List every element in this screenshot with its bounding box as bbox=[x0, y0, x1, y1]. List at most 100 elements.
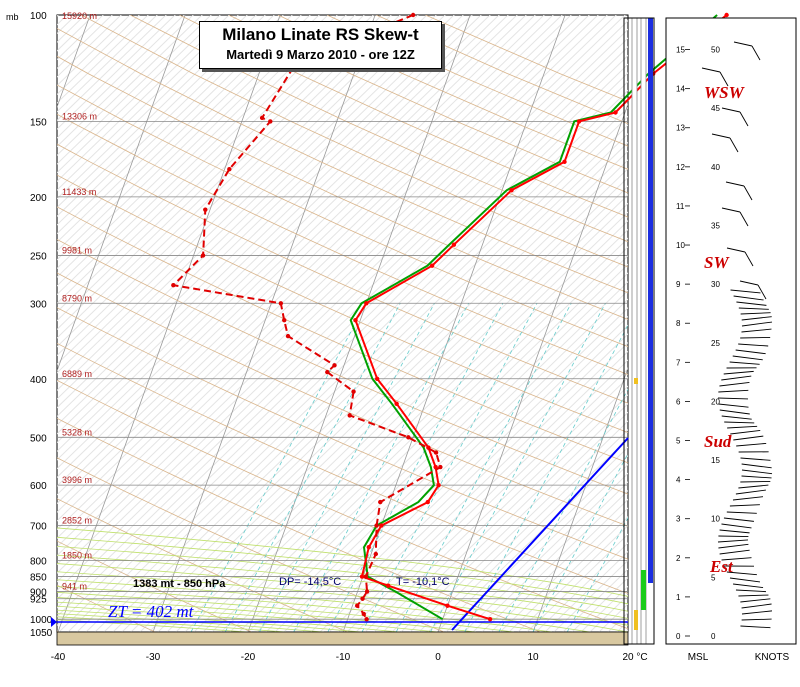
pressure-tick-label: 400 bbox=[30, 375, 47, 386]
temperature-series bbox=[353, 12, 729, 622]
mixing-ratio-lines bbox=[190, 303, 628, 632]
height-label: 3996 m bbox=[62, 475, 92, 485]
temperature-series-point bbox=[429, 263, 435, 268]
title-box: Milano Linate RS Skew-t Martedì 9 Marzo … bbox=[199, 21, 442, 69]
height-label: 8790 m bbox=[62, 293, 92, 303]
dewpoint-series-point bbox=[268, 119, 273, 124]
msl-tick-label: 10 bbox=[676, 241, 685, 250]
dewpoint-series-point bbox=[363, 574, 369, 579]
dewpoint-series-point bbox=[227, 167, 232, 172]
temperature-tick-label: -10 bbox=[336, 652, 351, 663]
pressure-tick-label: 925 bbox=[30, 595, 47, 606]
dewpoint-series-point bbox=[332, 363, 337, 368]
zero-thermal-annotation: ZT = 402 mt bbox=[108, 602, 195, 621]
temperature-series-point bbox=[379, 523, 384, 528]
dewpoint-series-point bbox=[325, 369, 330, 375]
temperature-series-point bbox=[385, 583, 391, 588]
dewpoint-series-point bbox=[438, 464, 443, 470]
temperature-series-point bbox=[364, 301, 369, 306]
dewpoint-series-point bbox=[361, 611, 366, 617]
height-label: 6889 m bbox=[62, 369, 92, 379]
side-column-yellow bbox=[634, 610, 638, 630]
dewpoint-series-point bbox=[282, 318, 287, 323]
dewpoint-series-point bbox=[364, 616, 369, 622]
temperature-series-point bbox=[436, 482, 441, 488]
temperature-tick-label: -40 bbox=[51, 652, 66, 663]
wind-direction-label: WSW bbox=[704, 83, 746, 102]
temperature-series-point bbox=[359, 574, 365, 579]
pressure-tick-label: 850 bbox=[30, 573, 47, 584]
height-unit-label: MSL bbox=[688, 652, 709, 663]
temperature-series-point bbox=[613, 110, 618, 115]
pressure-tick-label: 700 bbox=[30, 522, 47, 533]
freezing-reference-line bbox=[451, 437, 629, 631]
dewpoint-series-point bbox=[347, 413, 352, 418]
dewpoint-850-annotation: DP= -14,5°C bbox=[279, 576, 341, 588]
temperature-series-point bbox=[509, 188, 514, 193]
wind-direction-label: SW bbox=[704, 253, 730, 272]
level-850-annotation: 1383 mt - 850 hPa bbox=[133, 578, 226, 590]
temperature-series-point bbox=[576, 119, 582, 124]
temperature-series-point bbox=[724, 12, 729, 18]
temperature-unit-label: °C bbox=[636, 652, 647, 663]
wind-direction-label: Est bbox=[709, 557, 734, 576]
msl-tick-label: 12 bbox=[676, 163, 685, 172]
side-frame bbox=[623, 17, 655, 645]
dewpoint-series-point bbox=[374, 523, 379, 528]
msl-tick-label: 14 bbox=[676, 85, 685, 94]
msl-tick-label: 0 bbox=[676, 632, 681, 641]
dewpoint-series bbox=[171, 12, 443, 622]
msl-tick-label: 5 bbox=[676, 437, 681, 446]
dry-adiabats bbox=[57, 15, 628, 632]
temperature-series-point bbox=[366, 544, 371, 550]
temperature-tick-label: 10 bbox=[527, 652, 539, 663]
knot-tick-label: 40 bbox=[711, 163, 720, 172]
chart-title: Milano Linate RS Skew-t bbox=[222, 25, 419, 44]
isobars bbox=[57, 120, 628, 620]
dewpoint-series-point bbox=[171, 282, 176, 288]
height-wind-panel bbox=[665, 17, 797, 645]
height-label: 9981 m bbox=[62, 245, 92, 255]
knot-tick-label: 50 bbox=[711, 46, 720, 55]
knot-tick-label: 15 bbox=[711, 456, 720, 465]
dewpoint-series-point bbox=[433, 450, 439, 455]
dewpoint-series-point bbox=[351, 389, 356, 394]
msl-tick-label: 8 bbox=[676, 319, 681, 328]
pressure-tick-label: 100 bbox=[30, 11, 47, 22]
dewpoint-series-point bbox=[406, 435, 411, 440]
temperature-series-point bbox=[487, 616, 493, 622]
side-marker bbox=[634, 378, 638, 384]
height-label: 15920 m bbox=[62, 11, 97, 21]
dewpoint-series-point bbox=[410, 12, 416, 18]
pressure-tick-label: 250 bbox=[30, 251, 47, 262]
pressure-tick-label: 600 bbox=[30, 481, 47, 492]
msl-tick-label: 7 bbox=[676, 358, 681, 367]
temperature-tick-label: 0 bbox=[435, 652, 441, 663]
temperature-tick-label: 20 bbox=[622, 652, 634, 663]
msl-tick-label: 13 bbox=[676, 124, 685, 133]
temperature-series-point bbox=[394, 401, 399, 406]
temperature-series-point bbox=[451, 242, 457, 247]
side-column-green bbox=[641, 570, 646, 610]
side-column-mid bbox=[640, 17, 647, 645]
ground-fill bbox=[56, 631, 629, 646]
temperature-series-point bbox=[445, 603, 450, 608]
dewpoint-series-point bbox=[200, 253, 206, 258]
height-label: 2852 m bbox=[62, 516, 92, 526]
side-column-left bbox=[631, 17, 638, 645]
temperature-tick-label: -20 bbox=[241, 652, 256, 663]
knot-tick-label: 25 bbox=[711, 339, 720, 348]
knot-tick-label: 20 bbox=[711, 397, 720, 406]
pressure-tick-label: 150 bbox=[30, 117, 47, 128]
dewpoint-series-point bbox=[364, 589, 370, 594]
chart-subtitle: Martedì 9 Marzo 2010 - ore 12Z bbox=[226, 47, 415, 62]
height-label: 13306 m bbox=[62, 111, 97, 121]
pressure-tick-label: 900 bbox=[30, 588, 47, 599]
temperature-series-point bbox=[353, 318, 358, 323]
dewpoint-series-line bbox=[171, 14, 442, 620]
zero-thermal-marker bbox=[51, 617, 57, 627]
knot-tick-label: 45 bbox=[711, 104, 720, 113]
temperature-series-point bbox=[562, 159, 567, 165]
knot-tick-label: 0 bbox=[711, 632, 716, 641]
